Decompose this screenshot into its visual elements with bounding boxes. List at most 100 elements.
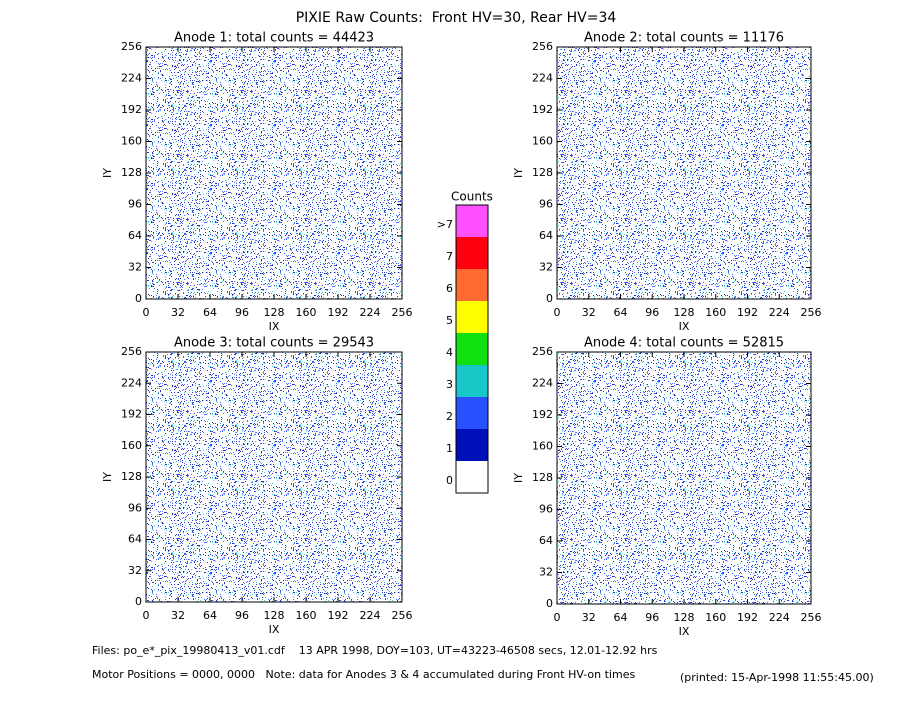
x-tick-label: 32: [582, 611, 596, 624]
y-tick-label: 128: [121, 166, 142, 179]
panel-title: Anode 4: total counts = 52815: [584, 336, 784, 351]
y-tick-label: 192: [532, 408, 553, 421]
x-tick-label: 128: [264, 609, 285, 622]
x-tick-label: 64: [614, 611, 628, 624]
y-tick-label: 160: [121, 135, 142, 148]
x-tick-label: 224: [360, 609, 381, 622]
x-tick-label: 0: [554, 611, 561, 624]
heatmap-texture: [557, 47, 811, 299]
x-tick-label: 160: [705, 611, 726, 624]
x-tick-label: 96: [645, 306, 659, 319]
y-axis-label: IY: [512, 168, 525, 178]
x-tick-label: 256: [392, 609, 413, 622]
heatmap-texture: [146, 352, 402, 602]
y-tick-label: 128: [532, 471, 553, 484]
x-tick-label: 192: [328, 306, 349, 319]
colorbar-label: 3: [446, 378, 453, 391]
colorbar-swatch: [456, 365, 488, 397]
x-tick-label: 128: [264, 306, 285, 319]
x-tick-label: 64: [614, 306, 628, 319]
y-axis-label: IY: [512, 473, 525, 483]
x-tick-label: 256: [801, 306, 822, 319]
y-tick-label: 160: [532, 440, 553, 453]
x-tick-label: 96: [235, 609, 249, 622]
x-tick-label: 256: [392, 306, 413, 319]
x-tick-label: 160: [296, 609, 317, 622]
y-tick-label: 0: [546, 597, 553, 610]
footer-line: Motor Positions = 0000, 0000 Note: data …: [92, 668, 635, 681]
x-tick-label: 96: [235, 306, 249, 319]
x-tick-label: 96: [645, 611, 659, 624]
x-tick-label: 192: [737, 611, 758, 624]
y-tick-label: 256: [121, 345, 142, 358]
x-tick-label: 64: [203, 609, 217, 622]
colorbar-swatch: [456, 269, 488, 301]
footer-line: (printed: 15-Apr-1998 11:55:45.00): [680, 671, 874, 684]
x-tick-label: 0: [554, 306, 561, 319]
x-tick-label: 0: [143, 609, 150, 622]
y-tick-label: 224: [121, 72, 142, 85]
x-axis-label: IX: [679, 625, 690, 638]
x-axis-label: IX: [679, 320, 690, 333]
y-tick-label: 256: [121, 40, 142, 53]
x-axis-label: IX: [269, 320, 280, 333]
y-tick-label: 64: [128, 533, 142, 546]
colorbar-swatch: [456, 429, 488, 461]
x-tick-label: 160: [296, 306, 317, 319]
colorbar-swatch: [456, 237, 488, 269]
x-tick-label: 32: [171, 609, 185, 622]
x-tick-label: 224: [360, 306, 381, 319]
y-tick-label: 32: [128, 564, 142, 577]
colorbar-swatch: [456, 397, 488, 429]
colorbar-label: 2: [446, 410, 453, 423]
heatmap-texture: [146, 47, 402, 299]
y-tick-label: 32: [128, 261, 142, 274]
colorbar-label: 1: [446, 442, 453, 455]
y-tick-label: 192: [121, 103, 142, 116]
page-title: PIXIE Raw Counts: Front HV=30, Rear HV=3…: [296, 10, 617, 26]
footer-line: Files: po_e*_pix_19980413_v01.cdf 13 APR…: [92, 644, 658, 657]
y-tick-label: 128: [121, 470, 142, 483]
x-tick-label: 128: [674, 611, 695, 624]
y-tick-label: 96: [539, 198, 553, 211]
x-axis-label: IX: [269, 623, 280, 636]
y-axis-label: IY: [101, 168, 114, 178]
y-tick-label: 64: [128, 229, 142, 242]
panel-title: Anode 1: total counts = 44423: [174, 31, 374, 46]
x-tick-label: 192: [737, 306, 758, 319]
colorbar-label: 6: [446, 282, 453, 295]
x-tick-label: 192: [328, 609, 349, 622]
colorbar-frame: [455, 204, 489, 494]
x-tick-label: 256: [801, 611, 822, 624]
y-tick-label: 96: [128, 501, 142, 514]
y-tick-label: 128: [532, 166, 553, 179]
y-tick-label: 0: [135, 292, 142, 305]
colorbar-label: 4: [446, 346, 453, 359]
x-tick-label: 160: [705, 306, 726, 319]
y-axis-label: IY: [101, 472, 114, 482]
colorbar-swatch: [456, 301, 488, 333]
colorbar-label: 7: [446, 250, 453, 263]
colorbar-label: 0: [446, 474, 453, 487]
x-tick-label: 224: [769, 611, 790, 624]
y-tick-label: 192: [121, 408, 142, 421]
heatmap-texture: [557, 352, 811, 604]
colorbar-label: 5: [446, 314, 453, 327]
y-tick-label: 160: [532, 135, 553, 148]
y-tick-label: 0: [135, 595, 142, 608]
y-tick-label: 96: [539, 503, 553, 516]
y-tick-label: 0: [546, 292, 553, 305]
colorbar-title: Counts: [451, 190, 493, 204]
colorbar-swatch: [456, 333, 488, 365]
x-tick-label: 224: [769, 306, 790, 319]
x-tick-label: 64: [203, 306, 217, 319]
y-tick-label: 64: [539, 229, 553, 242]
y-tick-label: 160: [121, 439, 142, 452]
y-tick-label: 224: [532, 72, 553, 85]
panel-title: Anode 2: total counts = 11176: [584, 31, 784, 46]
y-tick-label: 224: [121, 376, 142, 389]
x-tick-label: 128: [674, 306, 695, 319]
y-tick-label: 32: [539, 261, 553, 274]
y-tick-label: 64: [539, 534, 553, 547]
